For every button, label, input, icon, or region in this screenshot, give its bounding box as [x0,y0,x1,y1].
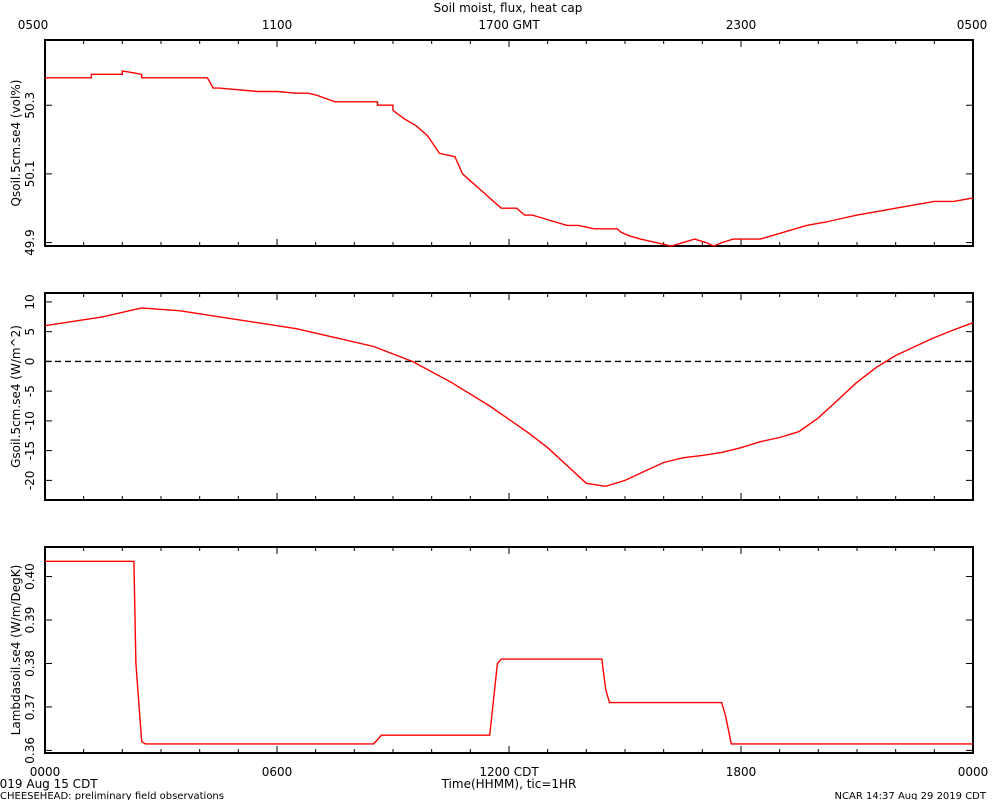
y-tick-label: -10 [23,411,37,431]
soil-moisture-y-axis-label: Qsoil.5cm.se4 (vol%) [9,80,23,207]
y-tick-label: 0 [23,358,37,366]
y-tick-label: 0.39 [23,607,37,634]
soil-heat-flux-series-line [44,307,974,488]
soil-moisture-series-line [45,70,974,247]
project-note: CHEESEHEAD: preliminary field observatio… [0,791,224,800]
x-axis-label: Time(HHMM), tic=1HR [441,777,577,791]
soil-heat-capacity-frame [44,546,974,754]
soil-heat-flux-panel: -20 -15 -10 -5 0 5 10 Gsoil.5cm.se4 (W/m^2) [9,292,974,501]
y-tick-label: -5 [23,385,37,397]
cdt-tick-label: 1800 [726,765,757,779]
gmt-tick-label: 1700 GMT [478,18,540,32]
cdt-tick-label: 0000 [958,765,989,779]
timestamp-note: NCAR 14:37 Aug 29 2019 CDT [835,791,987,800]
gmt-tick-label: 0500 [18,18,49,32]
gmt-tick-label: 0500 [957,18,988,32]
soil-heat-flux-y-axis-label: Gsoil.5cm.se4 (W/m^2) [9,325,23,468]
date-label: 2019 Aug 15 CDT [0,777,98,791]
gmt-tick-label: 2300 [726,18,757,32]
y-tick-label: 0.37 [23,694,37,721]
soil-heat-flux-frame [44,292,974,501]
y-tick-label: 50.1 [23,161,37,188]
y-tick-label: 5 [23,328,37,336]
y-tick-label: -20 [23,471,37,491]
cdt-tick-label: 1200 CDT [479,765,539,779]
soil-moisture-frame [44,39,974,247]
y-tick-label: 0.40 [23,563,37,590]
y-tick-label: 0.38 [23,650,37,677]
y-tick-label: 0.36 [23,737,37,764]
y-tick-label: -15 [23,441,37,461]
y-tick-label: 50.3 [23,92,37,119]
soil-heat-capacity-series-line [45,560,973,745]
soil-heat-capacity-y-axis-label: Lambdasoil.se4 (W/m/DegK) [9,565,23,736]
cdt-tick-label: 0000 [30,765,61,779]
y-tick-label: 10 [23,294,37,309]
cdt-tick-label: 0600 [262,765,293,779]
chart-title: Soil moist, flux, heat cap [434,1,583,15]
y-tick-label: 49.9 [23,229,37,256]
gmt-tick-label: 1100 [262,18,293,32]
